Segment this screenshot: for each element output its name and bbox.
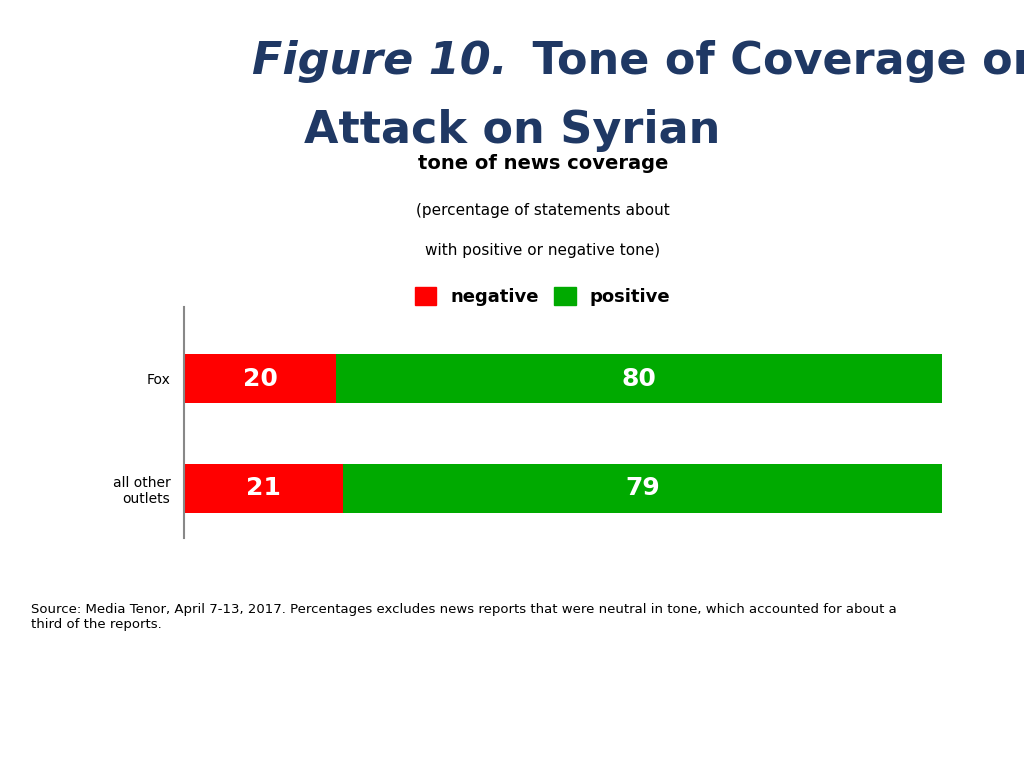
- Text: (percentage of statements about: (percentage of statements about: [416, 203, 670, 218]
- Text: with positive or negative tone): with positive or negative tone): [425, 243, 660, 258]
- Text: Figure 10.: Figure 10.: [252, 40, 507, 83]
- Bar: [336, 354, 942, 403]
- Legend: negative, positive: negative, positive: [415, 286, 671, 306]
- Bar: [184, 464, 343, 513]
- Bar: [343, 464, 942, 513]
- Text: tone of news coverage: tone of news coverage: [418, 154, 668, 173]
- Text: 80: 80: [622, 366, 656, 390]
- Text: Tone of Coverage on Cruise Missile: Tone of Coverage on Cruise Missile: [517, 40, 1024, 83]
- Bar: [184, 354, 336, 403]
- Text: Thomas Patterson: Thomas Patterson: [20, 725, 234, 746]
- Text: Kennedy School of Government, Harvard University: Kennedy School of Government, Harvard Un…: [518, 727, 1004, 744]
- Text: Attack on Syrian: Attack on Syrian: [304, 109, 720, 152]
- Text: 79: 79: [626, 476, 660, 500]
- Text: 21: 21: [247, 476, 282, 500]
- Text: 20: 20: [243, 366, 278, 390]
- Text: Source: Media Tenor, April 7-13, 2017. Percentages excludes news reports that we: Source: Media Tenor, April 7-13, 2017. P…: [31, 603, 896, 631]
